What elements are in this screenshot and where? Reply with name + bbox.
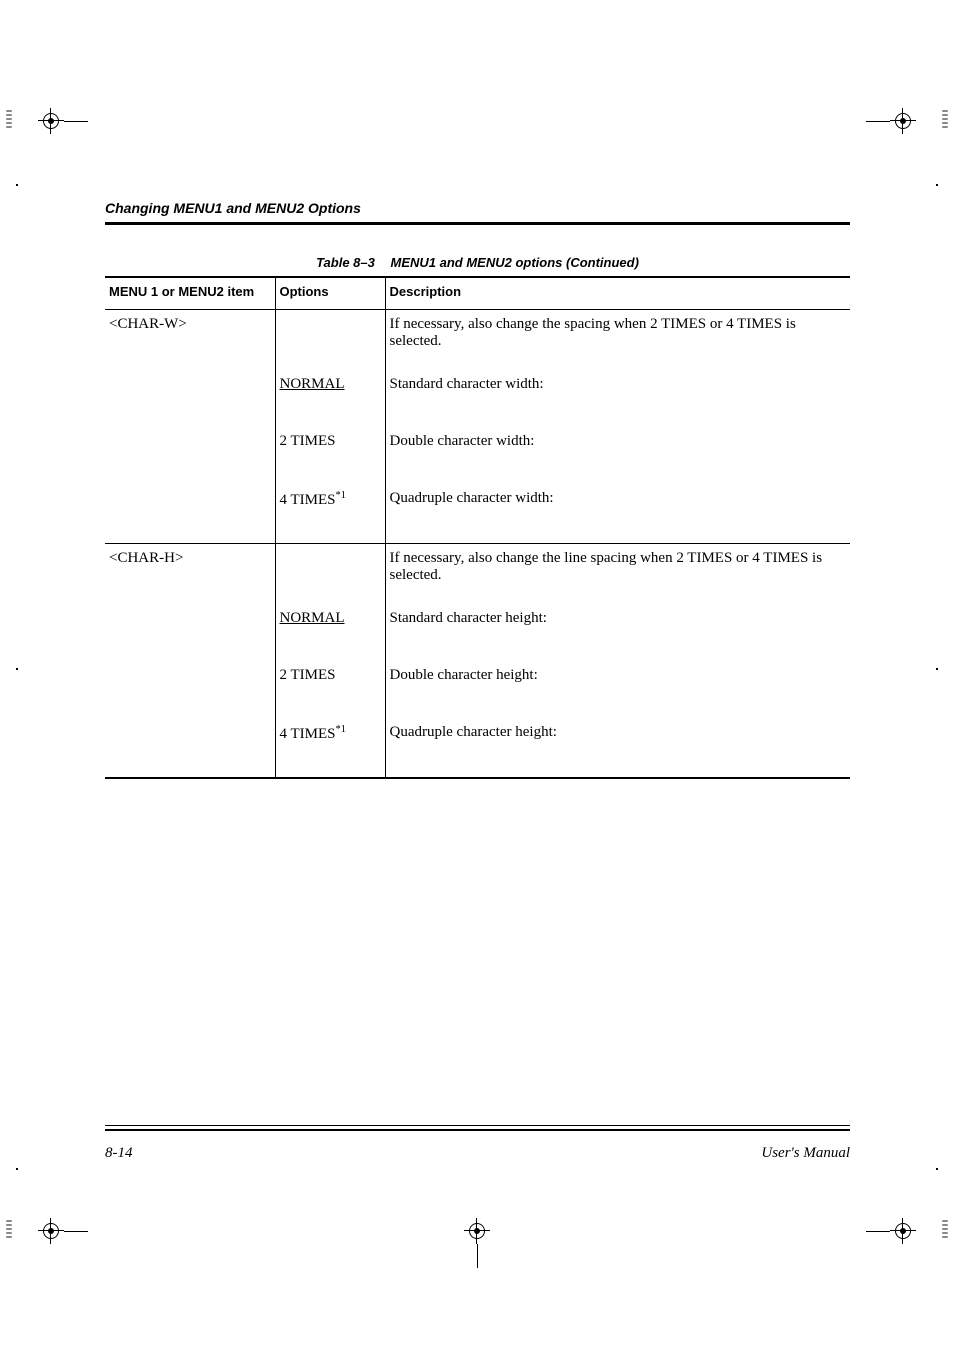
crop-mark-line: [866, 1231, 890, 1232]
col-header-description: Description: [385, 277, 850, 310]
cell-item: [105, 427, 275, 484]
crop-mark-line: [64, 121, 88, 122]
table-row: <CHAR-H> If necessary, also change the li…: [105, 544, 850, 605]
cell-item: <CHAR-W>: [105, 310, 275, 371]
cell-option: [275, 310, 385, 371]
table-caption-title: MENU1 and MENU2 options (Continued): [390, 255, 638, 270]
cell-description: Double character height:: [385, 661, 850, 718]
crop-mark-bottom-left: [38, 1218, 64, 1244]
table-caption-label: Table 8–3: [316, 255, 375, 270]
cell-description: Standard character width:: [385, 370, 850, 427]
cell-description: Quadruple character height:: [385, 718, 850, 778]
cell-option: [275, 544, 385, 605]
table-row: <CHAR-W> If necessary, also change the sp…: [105, 310, 850, 371]
cell-description: Standard character height:: [385, 604, 850, 661]
trim-tick: [16, 668, 18, 670]
crop-mark-line: [866, 121, 890, 122]
cell-item: <CHAR-H>: [105, 544, 275, 605]
table-row: 2 TIMESDouble character width:: [105, 427, 850, 484]
options-table: MENU 1 or MENU2 item Options Description…: [105, 276, 850, 779]
page-content: Changing MENU1 and MENU2 Options Table 8…: [105, 200, 850, 779]
table-caption: Table 8–3 MENU1 and MENU2 options (Conti…: [105, 255, 850, 270]
cell-item: [105, 604, 275, 661]
cell-description: If necessary, also change the spacing wh…: [385, 310, 850, 371]
crop-grip: [942, 1220, 948, 1242]
doc-title: User's Manual: [761, 1145, 850, 1162]
page-footer: 8-14 User's Manual: [105, 1125, 850, 1162]
cell-option: 4 TIMES*1: [275, 484, 385, 544]
trim-tick: [936, 668, 938, 670]
crop-grip: [6, 110, 12, 132]
table-row: 4 TIMES*1Quadruple character width:: [105, 484, 850, 544]
table-row: 4 TIMES*1Quadruple character height:: [105, 718, 850, 778]
crop-grip: [942, 110, 948, 132]
trim-tick: [16, 1168, 18, 1170]
crop-mark-top-left: [38, 108, 64, 134]
crop-mark-top-right: [890, 108, 916, 134]
cell-description: If necessary, also change the line spaci…: [385, 544, 850, 605]
cell-option: 2 TIMES: [275, 427, 385, 484]
table-row: NORMALStandard character height:: [105, 604, 850, 661]
cell-item: [105, 370, 275, 427]
trim-tick: [936, 1168, 938, 1170]
cell-option: NORMAL: [275, 604, 385, 661]
crop-mark-bottom-mid: [464, 1218, 490, 1244]
table-row: 2 TIMESDouble character height:: [105, 661, 850, 718]
page-number: 8-14: [105, 1145, 133, 1162]
table-body: <CHAR-W> If necessary, also change the sp…: [105, 310, 850, 779]
cell-item: [105, 718, 275, 778]
trim-tick: [16, 184, 18, 186]
crop-grip: [6, 1220, 12, 1242]
cell-option: 2 TIMES: [275, 661, 385, 718]
footer-rule-thin: [105, 1125, 850, 1126]
cell-item: [105, 661, 275, 718]
crop-mark-line: [477, 1244, 478, 1268]
header-rule: [105, 222, 850, 225]
trim-tick: [936, 184, 938, 186]
running-head: Changing MENU1 and MENU2 Options: [105, 200, 850, 216]
cell-item: [105, 484, 275, 544]
col-header-item: MENU 1 or MENU2 item: [105, 277, 275, 310]
footer-rule-thick: [105, 1129, 850, 1131]
col-header-options: Options: [275, 277, 385, 310]
cell-option: NORMAL: [275, 370, 385, 427]
cell-description: Double character width:: [385, 427, 850, 484]
cell-option: 4 TIMES*1: [275, 718, 385, 778]
crop-mark-bottom-right: [890, 1218, 916, 1244]
cell-description: Quadruple character width:: [385, 484, 850, 544]
table-header-row: MENU 1 or MENU2 item Options Description: [105, 277, 850, 310]
table-row: NORMALStandard character width:: [105, 370, 850, 427]
crop-mark-line: [64, 1231, 88, 1232]
